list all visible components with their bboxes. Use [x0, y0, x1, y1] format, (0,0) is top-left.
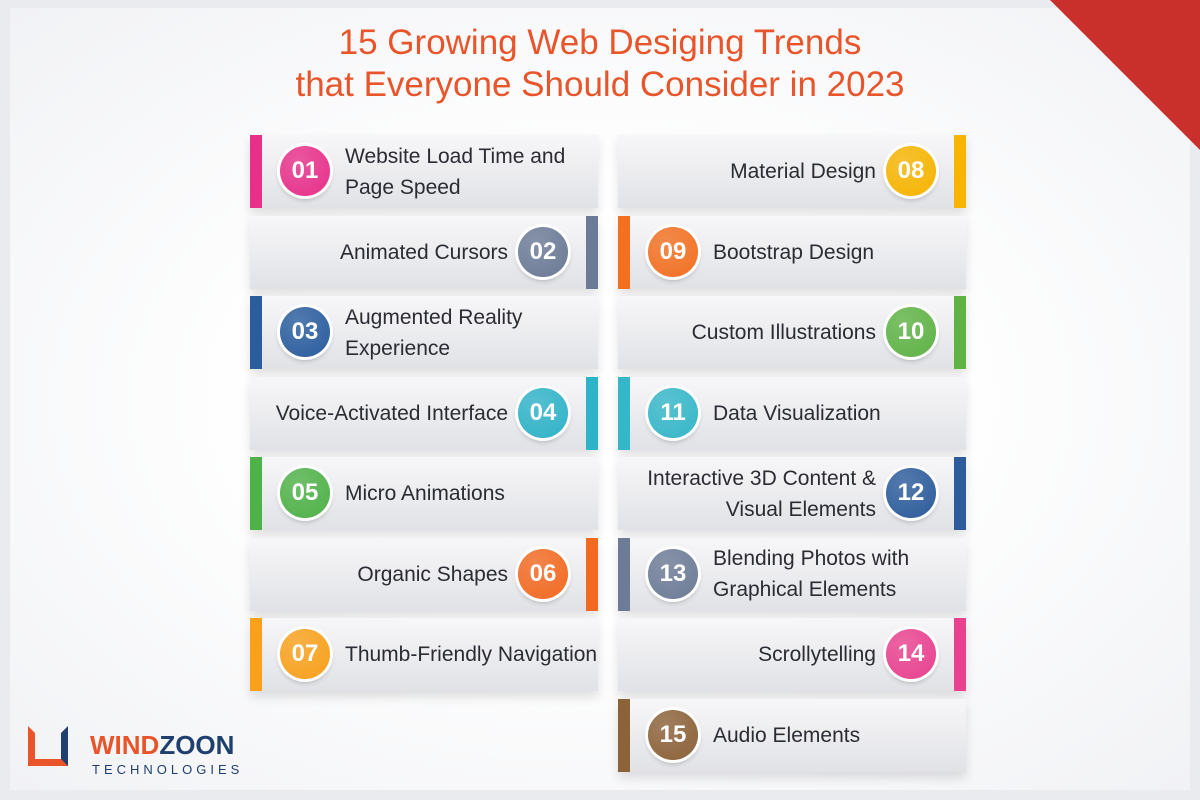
trend-label-line: Experience — [345, 336, 451, 360]
card-stripe — [954, 457, 966, 530]
trend-label-line: Augmented Reality — [345, 305, 523, 329]
trend-label-line: Page Speed — [345, 175, 461, 199]
trend-label-line: Voice-Activated Interface — [275, 401, 508, 425]
logo-brand-part: ZOON — [159, 730, 235, 760]
trend-label: Data Visualization — [713, 377, 958, 450]
card-stripe — [586, 537, 598, 611]
title-line: 15 Growing Web Desiging Trends — [338, 23, 862, 62]
number-badge: 12 — [886, 468, 936, 518]
number-badge: 13 — [648, 548, 698, 599]
trend-card: 06 Organic Shapes — [250, 537, 598, 611]
trend-card: 12 Interactive 3D Content & Visual Element… — [618, 457, 966, 530]
trend-label-line: Blending Photos with — [713, 547, 910, 570]
card-stripe — [250, 618, 262, 691]
trend-label-line: Thumb-Friendly Navigation — [345, 643, 598, 666]
trend-card: 05 Micro Animations — [250, 457, 598, 530]
trend-label: Blending Photos with Graphical Elements — [713, 538, 958, 611]
trend-label-line: Bootstrap Design — [713, 240, 875, 264]
trend-card: 10 Custom Illustrations — [618, 296, 966, 369]
logo-brand-part: WIND — [90, 730, 160, 760]
panel — [10, 8, 1190, 790]
logo-mark — [28, 726, 68, 766]
number-badge: 03 — [280, 307, 330, 357]
trend-label-line: Scrollytelling — [758, 643, 876, 666]
number-badge: 07 — [280, 629, 330, 679]
number-badge: 05 — [280, 468, 330, 518]
trend-label: Website Load Time and Page Speed — [345, 135, 590, 208]
number-badge: 11 — [648, 387, 698, 438]
trend-label: Custom Illustrations — [626, 296, 876, 369]
number-badge: 08 — [886, 146, 936, 196]
number-badge: 10 — [886, 307, 936, 357]
number-badge: 15 — [648, 709, 698, 760]
card-stripe — [586, 376, 598, 450]
trend-label-line: Website Load Time and — [345, 144, 566, 168]
card-stripe — [250, 457, 262, 530]
card-stripe — [250, 296, 262, 369]
logo-brand: WINDZOON — [90, 730, 234, 761]
trend-label-line: Animated Cursors — [339, 240, 508, 264]
trend-card: 04 Voice-Activated Interface — [250, 376, 598, 450]
trend-label-line: Material Design — [730, 160, 876, 183]
trend-card: 01 Website Load Time and Page Speed — [250, 135, 598, 208]
trend-label: Material Design — [626, 135, 876, 208]
card-stripe — [618, 537, 630, 611]
trend-label-line: Visual Elements — [725, 497, 876, 521]
number-badge: 06 — [518, 548, 568, 599]
trend-label: Scrollytelling — [626, 618, 876, 691]
trend-label-line: Organic Shapes — [357, 562, 508, 586]
trend-label: Interactive 3D Content & Visual Elements — [626, 457, 876, 530]
trend-label: Thumb-Friendly Navigation — [345, 618, 597, 691]
trend-card: 15 Audio Elements — [618, 698, 966, 772]
number-badge: 14 — [886, 629, 936, 679]
trend-card: 08 Material Design — [618, 135, 966, 208]
card-stripe — [618, 698, 630, 772]
trend-card: 03 Augmented Reality Experience — [250, 296, 598, 369]
logo-tagline: TECHNOLOGIES — [92, 762, 244, 777]
title: 15 Growing Web Desiging Trends that Ever… — [0, 22, 1200, 106]
trend-card: 13 Blending Photos with Graphical Elements — [618, 537, 966, 611]
trend-label-line: Data Visualization — [713, 401, 881, 425]
trend-label: Voice-Activated Interface — [258, 377, 508, 450]
trend-label: Micro Animations — [345, 457, 590, 530]
card-stripe — [250, 135, 262, 208]
number-badge: 04 — [518, 387, 568, 438]
trend-label-line: Interactive 3D Content & — [647, 466, 876, 490]
trend-card: 14 Scrollytelling — [618, 618, 966, 691]
trend-label: Animated Cursors — [258, 216, 508, 289]
card-stripe — [618, 376, 630, 450]
number-badge: 09 — [648, 226, 698, 277]
trend-label: Audio Elements — [713, 699, 958, 772]
trend-label: Bootstrap Design — [713, 216, 958, 289]
card-stripe — [954, 618, 966, 691]
number-badge: 01 — [280, 146, 330, 196]
title-line: that Everyone Should Consider in 2023 — [295, 65, 905, 104]
trend-label: Organic Shapes — [258, 538, 508, 611]
card-stripe — [954, 135, 966, 208]
trend-label-line: Graphical Elements — [713, 578, 897, 601]
trend-card: 02 Animated Cursors — [250, 215, 598, 289]
card-stripe — [586, 215, 598, 289]
card-stripe — [954, 296, 966, 369]
trend-label: Augmented Reality Experience — [345, 296, 590, 369]
trend-card: 09 Bootstrap Design — [618, 215, 966, 289]
trend-card: 07 Thumb-Friendly Navigation — [250, 618, 598, 691]
trend-label-line: Micro Animations — [345, 482, 505, 505]
trend-card: 11 Data Visualization — [618, 376, 966, 450]
trend-label-line: Custom Illustrations — [691, 321, 876, 344]
corner-accent — [1050, 0, 1200, 150]
trend-label-line: Audio Elements — [713, 723, 861, 747]
number-badge: 02 — [518, 226, 568, 277]
card-stripe — [618, 215, 630, 289]
